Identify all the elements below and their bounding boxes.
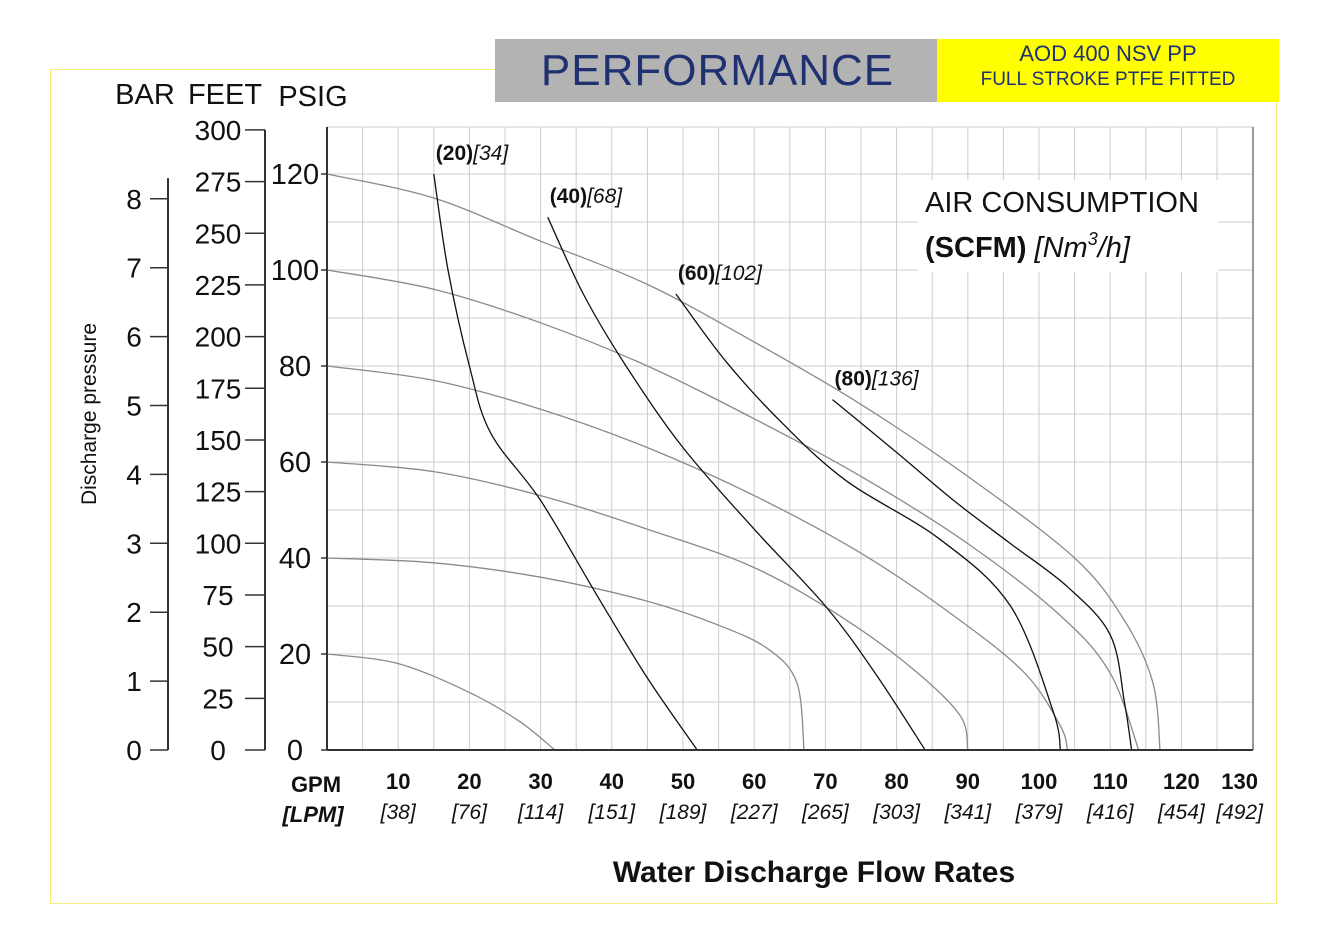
x-tick-label-gpm: 90 (956, 769, 980, 794)
performance-banner: PERFORMANCE (495, 39, 940, 102)
air-curve-label: (60)[102] (678, 262, 763, 285)
x-axis-title: Water Discharge Flow Rates (613, 856, 1015, 889)
x-tick-label-gpm: 60 (742, 769, 766, 794)
psig-tick-label: 0 (287, 735, 303, 767)
model-subtitle: FULL STROKE PTFE FITTED (980, 69, 1236, 90)
psig-tick-label: 60 (279, 447, 311, 479)
legend-title: AIR CONSUMPTION (925, 187, 1199, 219)
feet-tick-label: 150 (195, 425, 242, 456)
x-tick-label-lpm: [341] (943, 801, 992, 824)
x-tick-label-gpm: 20 (457, 769, 481, 794)
x-tick-label-lpm: [265] (801, 801, 850, 824)
x-tick-label-lpm: [492] (1215, 801, 1264, 824)
x-tick-label-lpm: [76] (451, 801, 488, 824)
curves (326, 173, 1161, 751)
psig-tick-label: 100 (271, 255, 319, 287)
labels: 0204060801001200255075100125150175200225… (78, 79, 1264, 889)
x-tick-label-gpm: 80 (884, 769, 908, 794)
x-tick-label-lpm: [379] (1015, 801, 1064, 824)
air-consumption-curve (433, 173, 698, 751)
x-tick-label-lpm: [303] (872, 801, 921, 824)
x-tick-label-gpm: 70 (813, 769, 837, 794)
psig-tick-label: 40 (279, 543, 311, 575)
x-tick-label-lpm: [151] (587, 801, 636, 824)
feet-tick-label: 225 (195, 270, 242, 301)
legend-box (918, 180, 1218, 272)
bar-tick-label: 1 (126, 666, 142, 697)
bar-tick-label: 8 (126, 184, 142, 215)
x-tick-label-gpm: 130 (1221, 769, 1258, 794)
x-tick-label-gpm: 10 (386, 769, 410, 794)
model-name: AOD 400 NSV PP (1019, 41, 1197, 66)
legend-units: (SCFM) [Nm3/h] (925, 229, 1131, 264)
x-unit-lpm: [LPM] (281, 802, 344, 827)
y-axis-title: Discharge pressure (78, 323, 101, 505)
feet-tick-label: 250 (195, 218, 242, 249)
feet-tick-label: 50 (202, 632, 233, 663)
bar-tick-label: 2 (126, 597, 142, 628)
bar-tick-label: 0 (126, 735, 142, 766)
pressure-curve (326, 461, 969, 751)
psig-unit-label: PSIG (278, 81, 347, 113)
feet-tick-label: 25 (202, 683, 233, 714)
x-tick-label-lpm: [227] (730, 801, 779, 824)
pressure-curve (326, 173, 1161, 751)
feet-tick-label: 300 (195, 115, 242, 146)
x-tick-label-gpm: 30 (528, 769, 552, 794)
feet-tick-label: 100 (195, 528, 242, 559)
pressure-curve (326, 557, 805, 751)
bar-tick-label: 4 (126, 459, 142, 490)
x-tick-label-lpm: [416] (1086, 801, 1135, 824)
feet-tick-label: 75 (202, 580, 233, 611)
x-tick-label-lpm: [454] (1157, 801, 1206, 824)
air-curve-label: (40)[68] (550, 185, 624, 208)
feet-tick-label: 0 (210, 735, 226, 766)
x-tick-label-gpm: 100 (1021, 769, 1058, 794)
air-consumption-curve (675, 293, 1062, 751)
psig-tick-label: 80 (279, 351, 311, 383)
air-curve-label: (20)[34] (436, 142, 510, 165)
feet-unit-label: FEET (188, 79, 262, 111)
grid (327, 126, 1254, 750)
air-curve-label: (80)[136] (835, 368, 920, 391)
bar-unit-label: BAR (115, 79, 175, 111)
feet-tick-label: 175 (195, 373, 242, 404)
feet-tick-label: 275 (195, 167, 242, 198)
x-tick-label-lpm: [114] (517, 801, 564, 824)
air-consumption-curve (832, 399, 1133, 751)
x-tick-label-gpm: 40 (600, 769, 624, 794)
x-tick-label-gpm: 110 (1092, 769, 1128, 794)
psig-tick-label: 20 (279, 639, 311, 671)
bar-tick-label: 6 (126, 322, 142, 353)
x-tick-label-gpm: 50 (671, 769, 695, 794)
page-title: PERFORMANCE (540, 45, 895, 95)
pressure-curve (326, 365, 1069, 751)
pressure-curve (326, 653, 556, 751)
pressure-curve (326, 269, 1140, 751)
psig-tick-label: 120 (271, 159, 319, 191)
axes (150, 127, 1253, 751)
bar-tick-label: 7 (126, 253, 142, 284)
x-tick-label-lpm: [38] (380, 801, 417, 824)
x-tick-label-lpm: [189] (659, 801, 708, 824)
model-banner: AOD 400 NSV PP FULL STROKE PTFE FITTED (937, 39, 1279, 102)
x-tick-label-gpm: 120 (1163, 769, 1200, 794)
feet-tick-label: 200 (195, 322, 242, 353)
bar-tick-label: 5 (126, 391, 142, 422)
x-unit-gpm: GPM (291, 772, 341, 797)
air-consumption-curve (547, 216, 926, 751)
bar-tick-label: 3 (126, 528, 142, 559)
feet-tick-label: 125 (195, 477, 242, 508)
